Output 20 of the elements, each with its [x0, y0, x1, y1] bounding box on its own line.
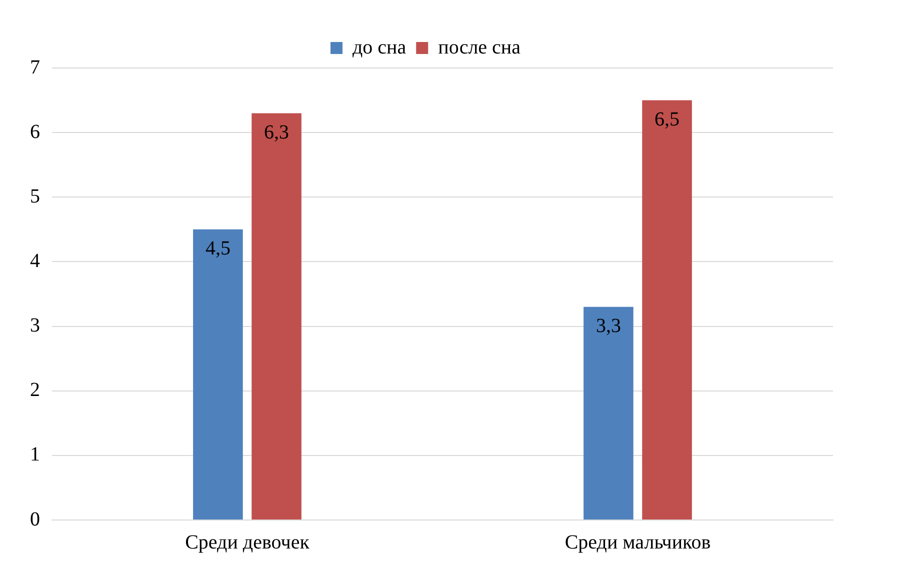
legend-label: до сна: [352, 36, 406, 58]
y-tick-label: 0: [30, 508, 40, 530]
y-tick-label: 3: [30, 314, 40, 337]
bar: [584, 306, 634, 520]
bar: [252, 113, 302, 520]
x-tick-label: Среди мальчиков: [564, 531, 711, 554]
data-label: 6,3: [264, 121, 290, 144]
y-tick-label: 4: [30, 250, 40, 272]
data-label: 4,5: [205, 238, 230, 260]
x-tick-label: Среди девочек: [185, 531, 310, 554]
data-label: 6,5: [654, 108, 680, 131]
bar: [193, 229, 243, 520]
y-tick-label: 2: [30, 379, 40, 402]
y-tick-label: 7: [30, 56, 40, 78]
y-tick-label: 6: [30, 120, 40, 143]
bar: [642, 100, 692, 520]
y-tick-label: 1: [30, 444, 40, 466]
legend-label: после сна: [438, 36, 521, 58]
y-tick-label: 5: [30, 185, 40, 208]
data-label: 3,3: [596, 315, 621, 338]
